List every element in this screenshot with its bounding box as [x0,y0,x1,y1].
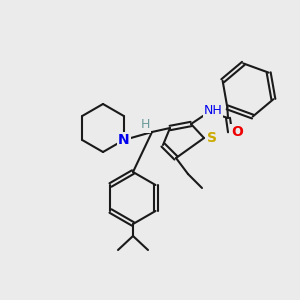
Text: N: N [118,133,130,147]
Text: NH: NH [204,103,222,116]
Text: O: O [231,125,243,139]
Text: S: S [207,131,217,145]
Text: H: H [140,118,150,131]
